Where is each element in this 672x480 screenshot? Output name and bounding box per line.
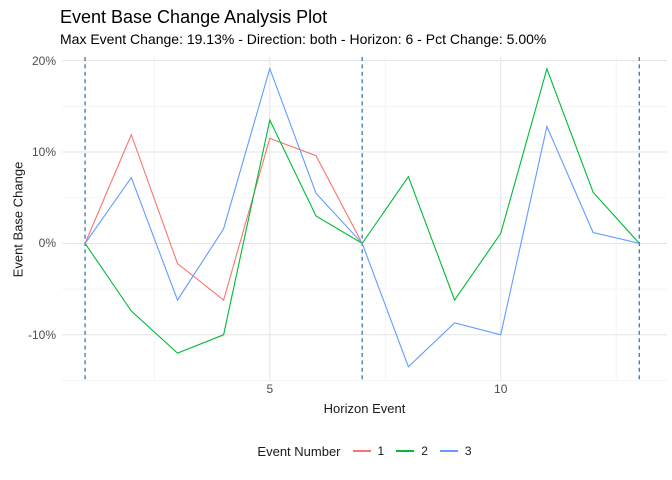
legend-entry-label: 2 <box>421 444 428 458</box>
legend-key-line-icon <box>439 450 458 452</box>
y-tick-label: 20% <box>31 53 56 68</box>
y-axis-title: Event Base Change <box>10 161 26 278</box>
series-line-1 <box>84 133 363 302</box>
legend-entry-3: 3 <box>439 444 472 458</box>
chart-subtitle: Max Event Change: 19.13% - Direction: bo… <box>60 31 547 47</box>
legend: Event Number 1 2 3 <box>62 438 667 464</box>
series-line-3 <box>84 66 640 368</box>
x-axis-title: Horizon Event <box>323 401 406 416</box>
legend-key-line-icon <box>396 450 415 452</box>
legend-entries: 1 2 3 <box>352 444 472 458</box>
chart-title: Event Base Change Analysis Plot <box>60 7 328 27</box>
legend-entry-1: 1 <box>352 444 385 458</box>
legend-entry-2: 2 <box>396 444 428 458</box>
legend-key-line-icon <box>352 450 371 452</box>
legend-entry-label: 3 <box>464 444 472 458</box>
y-tick-label: -10% <box>27 327 56 342</box>
x-tick-label: 5 <box>266 382 274 396</box>
y-tick-label: 10% <box>31 145 56 160</box>
legend-entry-label: 1 <box>377 444 385 458</box>
x-tick-label: 10 <box>494 382 508 396</box>
legend-title: Event Number <box>257 443 341 459</box>
y-tick-label: 0% <box>38 236 56 251</box>
